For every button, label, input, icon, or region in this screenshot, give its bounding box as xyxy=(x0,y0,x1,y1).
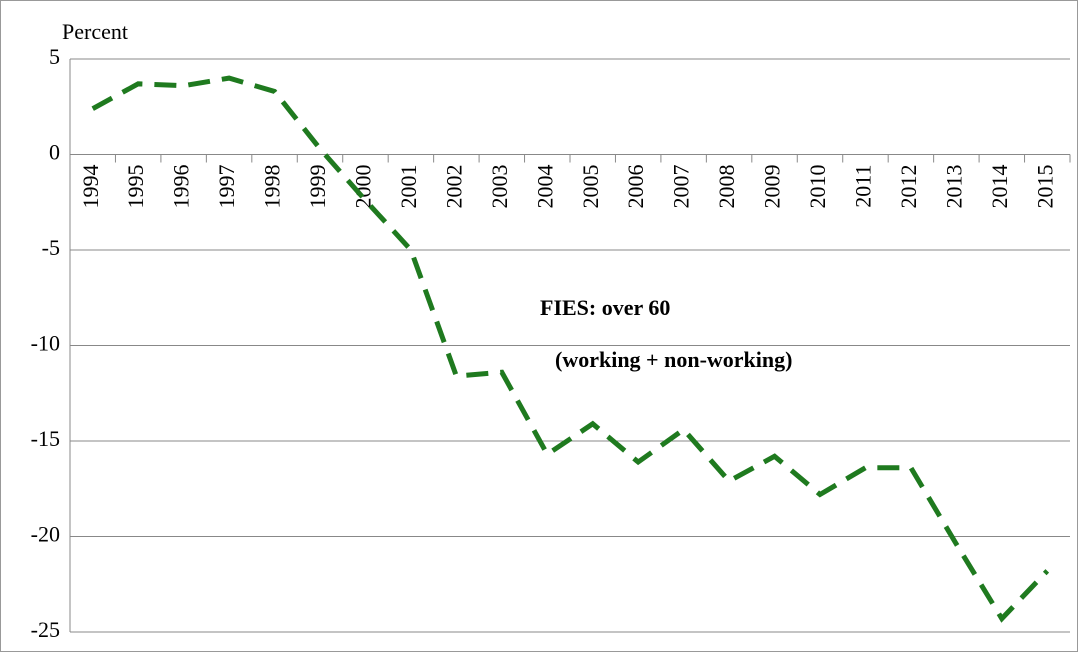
x-tick-label: 1999 xyxy=(305,165,330,209)
y-axis-label: Percent xyxy=(62,19,128,44)
x-tick-label: 2011 xyxy=(851,165,876,208)
y-tick-label: -10 xyxy=(31,331,60,356)
data-line xyxy=(91,75,1050,623)
x-tick-label: 2001 xyxy=(396,165,421,209)
x-tick-label: 2015 xyxy=(1032,165,1057,209)
y-tick-label: -5 xyxy=(42,235,60,260)
y-tick-label: -20 xyxy=(31,522,60,547)
x-tick-label: 2014 xyxy=(987,164,1012,208)
x-tick-label: 2006 xyxy=(623,165,648,209)
x-tick-label: 1998 xyxy=(260,165,285,209)
x-tick-label: 2012 xyxy=(896,165,921,209)
x-tick-label: 1995 xyxy=(123,165,148,209)
annotation: (working + non-working) xyxy=(555,347,792,372)
x-tick-label: 2002 xyxy=(441,165,466,209)
y-tick-label: 0 xyxy=(49,140,60,165)
x-tick-label: 2007 xyxy=(669,165,694,209)
x-tick-label: 2010 xyxy=(805,165,830,209)
x-tick-label: 2013 xyxy=(941,165,966,209)
x-tick-label: 2008 xyxy=(714,165,739,209)
y-tick-label: -25 xyxy=(31,617,60,642)
x-tick-label: 2009 xyxy=(760,165,785,209)
annotation: FIES: over 60 xyxy=(540,295,670,320)
x-tick-label: 2004 xyxy=(532,165,557,209)
y-tick-label: -15 xyxy=(31,426,60,451)
x-tick-label: 2005 xyxy=(578,165,603,209)
x-tick-label: 1996 xyxy=(169,165,194,209)
y-tick-label: 5 xyxy=(49,44,60,69)
x-tick-label: 1997 xyxy=(214,165,239,209)
x-tick-label: 2003 xyxy=(487,165,512,209)
x-tick-label: 1994 xyxy=(78,165,103,209)
